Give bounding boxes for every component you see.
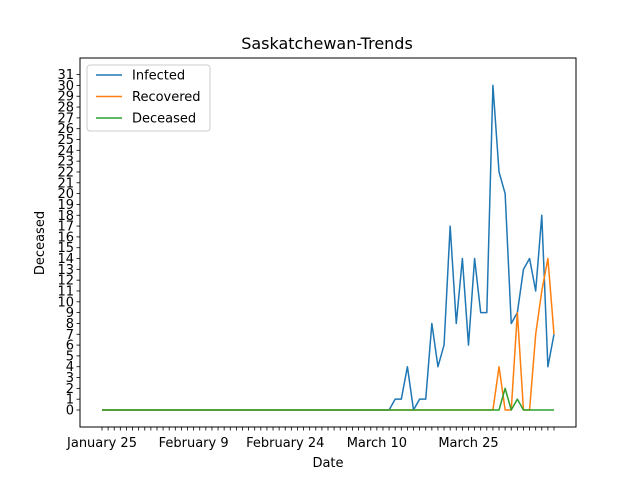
x-axis: January 25 February 9 February 24 March 10 M… (66, 427, 555, 451)
y-tick-label: 11 (57, 284, 74, 299)
y-tick-label: 10 (57, 295, 74, 310)
y-tick-label: 24 (57, 144, 74, 159)
x-axis-title: Date (312, 456, 343, 471)
y-tick-label: 6 (66, 339, 74, 354)
x-tick-label: March 10 (347, 436, 407, 451)
y-tick-label: 18 (57, 209, 74, 224)
y-tick-label: 8 (66, 317, 74, 332)
y-tick-label: 13 (57, 263, 74, 278)
y-tick-label: 20 (57, 187, 74, 202)
y-tick-label: 31 (57, 68, 74, 83)
series-layer (102, 84, 555, 411)
y-tick-label: 28 (57, 101, 74, 116)
legend-label-deceased: Deceased (132, 112, 196, 127)
y-tick-label: 5 (66, 349, 74, 364)
y-tick-label: 2 (66, 382, 74, 397)
y-tick-label: 17 (57, 220, 74, 235)
y-axis-title: Deceased (33, 211, 48, 275)
y-tick-label: 29 (57, 90, 74, 105)
y-tick-label: 30 (57, 79, 74, 94)
y-tick-label: 23 (57, 155, 74, 170)
y-axis: 0123456789101112131415161718192021222324… (57, 68, 80, 419)
y-tick-label: 26 (57, 122, 74, 137)
legend: Infected Recovered Deceased (86, 64, 211, 132)
y-tick-label: 21 (57, 176, 74, 191)
legend-label-infected: Infected (132, 69, 185, 84)
y-tick-label: 1 (66, 393, 74, 408)
series-line-recovered (102, 257, 555, 411)
y-tick-label: 27 (57, 111, 74, 126)
y-tick-label: 7 (66, 328, 74, 343)
x-tick-label: January 25 (66, 436, 137, 451)
y-tick-label: 25 (57, 133, 74, 148)
chart-title: Saskatchewan-Trends (241, 34, 413, 53)
x-tick-label: March 25 (438, 436, 498, 451)
y-tick-label: 0 (66, 404, 74, 419)
y-tick-label: 14 (57, 252, 74, 267)
y-tick-label: 16 (57, 230, 74, 245)
series-line-infected (102, 84, 555, 411)
series-line-deceased (102, 387, 554, 411)
y-tick-label: 4 (66, 360, 74, 375)
legend-box (86, 64, 211, 132)
y-tick-label: 12 (57, 274, 74, 289)
x-tick-label: February 9 (159, 436, 229, 451)
y-tick-label: 9 (66, 306, 74, 321)
y-tick-label: 19 (57, 198, 74, 213)
x-tick-label: February 24 (246, 436, 324, 451)
y-tick-label: 22 (57, 165, 74, 180)
y-tick-label: 3 (66, 371, 74, 386)
y-tick-label: 15 (57, 241, 74, 256)
legend-label-recovered: Recovered (132, 90, 201, 105)
